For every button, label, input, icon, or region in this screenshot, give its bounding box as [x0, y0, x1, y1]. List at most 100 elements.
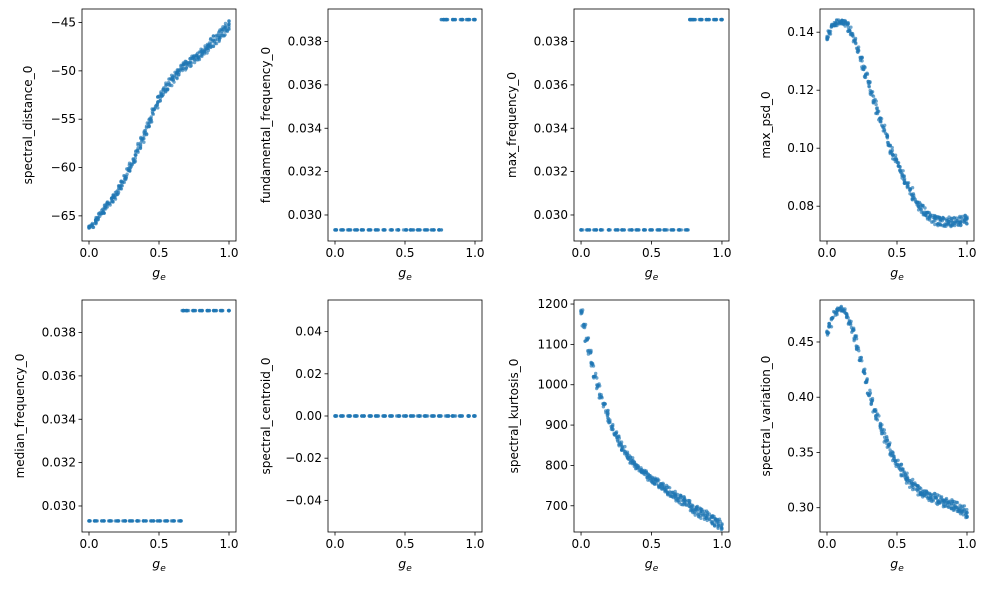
- point: [136, 150, 140, 154]
- point: [686, 498, 690, 503]
- x-axis-label: ge: [398, 265, 412, 283]
- y-tick-label: −45: [51, 16, 76, 30]
- point: [138, 143, 143, 147]
- y-axis-label: spectral_distance_0: [21, 66, 35, 185]
- point: [217, 29, 222, 33]
- point: [840, 18, 844, 22]
- point: [856, 345, 860, 349]
- point: [123, 519, 127, 523]
- point: [353, 228, 357, 232]
- point: [664, 487, 668, 492]
- point: [691, 504, 695, 509]
- point: [607, 421, 611, 425]
- point: [891, 157, 895, 161]
- point: [172, 519, 177, 523]
- y-tick-label: −55: [51, 112, 76, 126]
- point: [890, 153, 895, 157]
- point: [220, 31, 224, 36]
- point: [952, 215, 956, 220]
- point: [862, 370, 866, 374]
- point: [181, 66, 186, 71]
- point: [840, 307, 844, 312]
- point: [846, 316, 850, 320]
- y-tick-label: 700: [545, 499, 568, 513]
- x-tick-label: 0.0: [817, 246, 836, 260]
- point: [580, 228, 584, 232]
- y-tick-label: 0.00: [295, 409, 322, 423]
- point: [166, 80, 171, 85]
- x-axis-label: ge: [645, 265, 659, 283]
- point: [631, 461, 635, 465]
- point: [601, 405, 606, 409]
- point: [719, 527, 724, 532]
- point: [711, 521, 715, 525]
- point: [460, 414, 464, 418]
- point: [874, 408, 878, 412]
- subplot-1: 0.0 0.5 1.0 −65 −60 −55 −50 −45 ge spectral_dista…: [21, 8, 239, 283]
- point: [620, 447, 624, 451]
- point: [854, 41, 858, 45]
- point: [140, 137, 144, 142]
- point: [227, 24, 231, 29]
- x-axis-label: ge: [398, 556, 412, 574]
- point: [685, 228, 689, 232]
- point: [206, 43, 210, 48]
- y-tick-label: 0.034: [42, 412, 76, 426]
- point: [623, 449, 627, 454]
- point: [618, 442, 622, 446]
- point: [142, 140, 146, 144]
- point: [390, 414, 394, 418]
- point: [596, 384, 600, 388]
- point: [699, 516, 703, 520]
- point: [885, 442, 889, 446]
- x-tick-label: 1.0: [219, 246, 238, 260]
- point: [450, 17, 455, 22]
- point: [921, 491, 925, 496]
- point: [931, 219, 935, 224]
- point: [707, 517, 712, 521]
- point: [172, 75, 177, 79]
- point: [404, 228, 409, 232]
- point: [389, 228, 393, 232]
- point: [149, 120, 153, 124]
- point: [104, 207, 108, 211]
- points: [579, 17, 724, 232]
- point: [590, 362, 595, 367]
- point: [677, 228, 682, 232]
- point: [609, 424, 613, 429]
- point: [116, 192, 120, 196]
- x-axis-label: ge: [152, 556, 166, 574]
- point: [944, 496, 949, 501]
- point: [934, 216, 938, 221]
- point: [683, 497, 687, 501]
- point: [176, 519, 181, 523]
- point: [913, 483, 918, 487]
- point: [604, 411, 608, 415]
- point: [916, 205, 921, 209]
- point: [669, 493, 673, 498]
- point: [591, 375, 596, 379]
- point: [716, 526, 720, 530]
- point: [877, 414, 881, 418]
- point: [181, 62, 186, 66]
- point: [720, 17, 724, 22]
- point: [657, 483, 661, 488]
- point: [704, 17, 708, 22]
- point: [858, 58, 863, 63]
- point: [404, 414, 408, 418]
- point: [349, 228, 353, 232]
- point: [136, 141, 140, 146]
- point: [953, 223, 957, 228]
- y-tick-label: 0.038: [42, 326, 76, 340]
- points: [333, 17, 477, 232]
- point: [934, 495, 938, 499]
- point: [630, 228, 634, 232]
- point: [130, 519, 135, 523]
- point: [607, 228, 611, 232]
- point: [642, 228, 646, 232]
- x-tick-label: 0.5: [642, 246, 661, 260]
- axes-frame: [819, 299, 975, 533]
- point: [869, 90, 874, 95]
- point: [843, 24, 847, 28]
